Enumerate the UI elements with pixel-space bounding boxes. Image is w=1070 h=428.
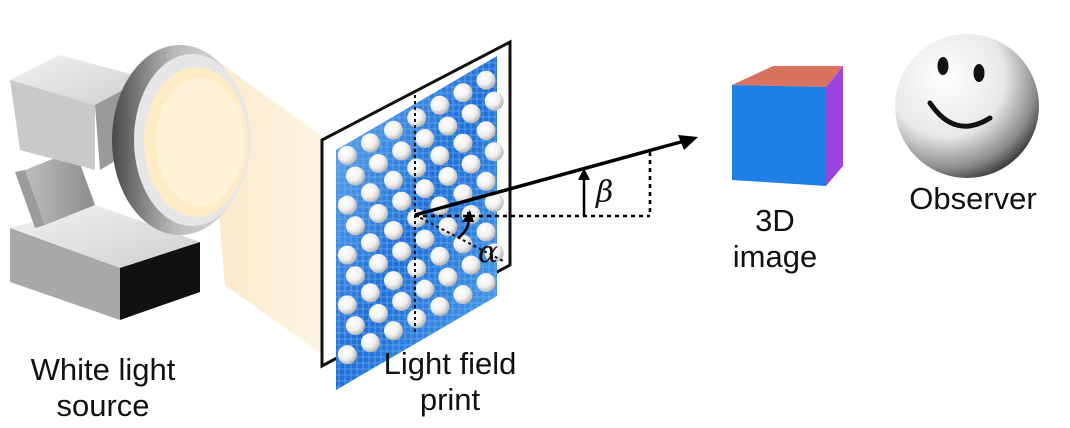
cube-icon [732,66,843,186]
lens-ball [415,129,435,148]
lens-ball [360,233,380,253]
lens-ball [407,258,427,278]
image-label-line2: image [732,239,818,274]
source-label-line1: White light [30,352,176,387]
lens-ball [430,146,450,166]
lens-ball [453,285,473,305]
smiley-face-icon [895,34,1039,178]
lens-ball [453,184,473,204]
lens-ball [476,70,496,90]
alpha-symbol: α [478,235,498,270]
lens-ball [484,243,504,263]
lens-ball [360,183,380,203]
lens-ball [345,216,365,236]
print-label-line2: print [419,382,481,417]
lens-ball [384,221,403,240]
lens-ball [360,133,380,153]
lens-ball [345,316,365,336]
lens-ball [484,91,504,111]
lens-ball [484,192,504,212]
lens-ball [407,158,427,178]
lens-array [337,70,504,365]
print-label-line1: Light field [383,346,517,381]
lens-ball [337,345,357,365]
lens-ball [337,245,357,265]
print-label: Light field print [365,346,535,418]
lens-ball [384,321,403,341]
lens-ball [392,241,412,261]
lens-ball [430,297,450,317]
observer-label: Observer [909,181,1037,216]
lens-ball [369,204,388,223]
lens-ball [430,246,450,266]
lens-ball [453,234,473,254]
lens-ball [476,222,496,242]
lens-ball [384,271,403,291]
lens-ball [415,229,435,249]
lens-ball [415,279,435,299]
lens-ball [392,291,412,311]
lens-ball [453,133,473,153]
lens-ball [438,116,458,136]
lens-ball [438,217,458,237]
beta-symbol: β [595,175,613,210]
lens-ball [407,108,427,128]
lens-ball [384,120,403,140]
lens-ball [476,171,496,191]
lens-ball [461,255,481,275]
lens-ball [337,145,357,165]
lens-ball [345,266,365,286]
lens-ball [453,83,473,103]
lens-ball [438,267,458,287]
lens-ball [369,254,388,273]
lens-ball [360,333,380,353]
lens-ball [369,154,388,173]
lens-ball [461,154,481,174]
lens-ball [384,170,403,190]
lens-ball [369,304,388,323]
source-label-line2: source [56,388,150,423]
lens-ball [476,121,496,141]
lens-ball [415,179,435,199]
lens-ball [345,166,365,186]
lens-ball [476,273,496,293]
lens-ball [360,283,380,303]
lens-ball [337,295,357,315]
light-field-print [320,39,512,390]
ray-geometry [414,135,698,240]
source-label: White light source [18,352,188,424]
image-label: 3D image [720,203,830,275]
lens-ball [407,309,427,329]
lens-ball [430,95,450,115]
lens-ball [438,167,458,186]
image-label-line1: 3D [755,203,795,238]
lens-ball [337,195,357,215]
lens-ball [392,141,412,161]
lens-ball [461,104,481,124]
lens-ball [484,142,504,162]
lamp-icon [10,45,250,320]
lens-ball [392,191,412,211]
